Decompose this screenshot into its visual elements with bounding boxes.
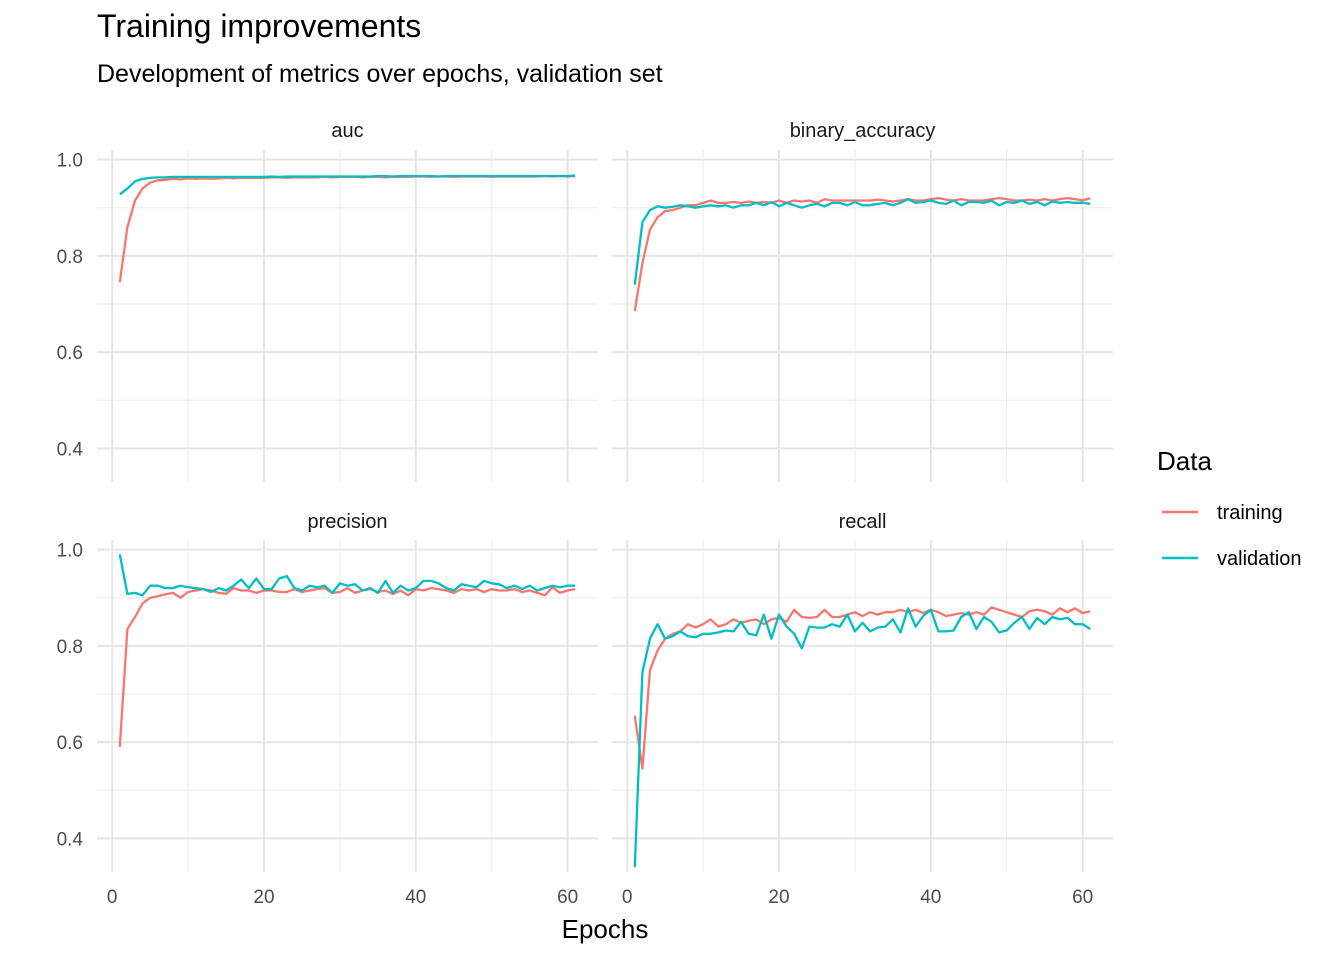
y-tick-label: 1.0 xyxy=(57,541,83,562)
chart-title: Training improvements xyxy=(97,8,422,44)
y-tick-label: 0.8 xyxy=(57,637,83,658)
facet-title-precision: precision xyxy=(307,511,387,533)
y-tick-label: 1.0 xyxy=(57,151,83,172)
x-tick-label: 0 xyxy=(622,887,633,908)
series-line-validation xyxy=(633,607,1091,868)
facet-binary_accuracy: binary_accuracy xyxy=(612,120,1113,482)
y-tick-label: 0.6 xyxy=(57,343,83,364)
facet-title-auc: auc xyxy=(331,120,363,142)
x-tick-label: 20 xyxy=(253,887,274,908)
facet-auc: auc 0.4 0.6 0.8 1.0 xyxy=(57,120,598,482)
x-tick-label: 60 xyxy=(1072,887,1093,908)
x-tick-label: 40 xyxy=(405,887,426,908)
chart-subtitle: Development of metrics over epochs, vali… xyxy=(97,60,663,88)
legend-title: Data xyxy=(1157,446,1212,476)
series-line-training xyxy=(633,606,1091,770)
x-tick-label: 20 xyxy=(768,887,789,908)
legend: Data training validation xyxy=(1157,446,1302,570)
facet-title-binary_accuracy: binary_accuracy xyxy=(790,120,936,142)
x-tick-label: 60 xyxy=(557,887,578,908)
series-line-validation xyxy=(118,554,576,597)
legend-label-validation: validation xyxy=(1217,548,1302,570)
facet-precision: precision 0.4 0.6 0.8 1.0 0 20 40 60 xyxy=(57,511,598,908)
y-tick-label: 0.8 xyxy=(57,247,83,268)
y-tick-label: 0.6 xyxy=(57,733,83,754)
series-line-training xyxy=(633,196,1091,312)
series-line-validation xyxy=(633,197,1091,285)
series-line-validation xyxy=(119,174,576,196)
facet-recall: recall 0 20 40 60 xyxy=(612,511,1113,908)
x-axis-label: Epochs xyxy=(562,914,649,944)
x-tick-label: 0 xyxy=(107,887,118,908)
facets-layer: auc 0.4 0.6 0.8 1.0 binary_accuracy precision 0… xyxy=(57,120,1113,908)
legend-label-training: training xyxy=(1217,502,1283,524)
series-line-training xyxy=(118,586,576,747)
y-tick-label: 0.4 xyxy=(57,439,84,460)
facet-title-recall: recall xyxy=(839,511,887,533)
x-tick-label: 40 xyxy=(920,887,941,908)
y-tick-label: 0.4 xyxy=(57,829,84,850)
